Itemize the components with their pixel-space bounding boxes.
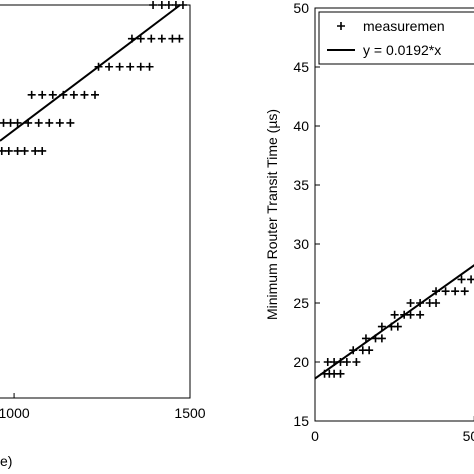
measurement-point bbox=[34, 118, 43, 127]
y-tick-label: 40 bbox=[293, 118, 309, 134]
measurement-point bbox=[38, 90, 47, 99]
measurement-point bbox=[416, 310, 425, 319]
measurement-point bbox=[164, 1, 173, 9]
x-tick-label: 1000 bbox=[0, 405, 30, 421]
measurement-point bbox=[6, 118, 15, 127]
measurement-point bbox=[157, 34, 166, 43]
fit-line bbox=[0, 4, 181, 142]
x-tick-label: 1500 bbox=[174, 405, 205, 421]
legend-symbol bbox=[337, 22, 345, 30]
fit-line bbox=[314, 264, 474, 380]
measurement-point bbox=[48, 90, 57, 99]
measurement-point bbox=[168, 34, 177, 43]
measurement-point bbox=[66, 118, 75, 127]
measurement-point bbox=[147, 34, 156, 43]
y-axis-label: Minimum Router Transit Time (µs) bbox=[264, 109, 280, 320]
measurement-point bbox=[105, 62, 114, 71]
measurement-point bbox=[365, 346, 374, 355]
measurement-point bbox=[157, 1, 166, 9]
axis-frame bbox=[314, 7, 474, 422]
y-tick-label: 50 bbox=[293, 0, 309, 16]
measurement-point bbox=[342, 358, 351, 366]
measurement-point bbox=[0, 146, 6, 155]
measurement-point bbox=[377, 334, 386, 343]
measurement-point bbox=[136, 34, 145, 43]
y-tick-label: 45 bbox=[293, 59, 309, 75]
measurement-point bbox=[20, 146, 29, 155]
measurement-point bbox=[13, 118, 22, 127]
legend-box bbox=[318, 11, 474, 65]
measurement-point bbox=[80, 90, 89, 99]
measurement-point bbox=[457, 275, 466, 284]
measurement-point bbox=[45, 118, 54, 127]
measurement-point bbox=[13, 146, 22, 155]
measurement-point bbox=[31, 146, 40, 155]
measurement-point bbox=[451, 287, 460, 296]
measurement-point bbox=[393, 322, 402, 331]
measurement-point bbox=[145, 62, 154, 71]
measurement-point bbox=[406, 299, 415, 307]
x-axis-label: e) bbox=[0, 453, 12, 469]
measurement-point bbox=[441, 287, 450, 296]
legend-label: y = 0.0192*x bbox=[363, 42, 441, 58]
measurement-point bbox=[136, 62, 145, 71]
measurement-point bbox=[126, 62, 135, 71]
axis-frame bbox=[0, 4, 191, 399]
measurement-point bbox=[406, 310, 415, 319]
measurement-point bbox=[149, 1, 158, 9]
y-tick-label: 20 bbox=[293, 354, 309, 370]
measurement-point bbox=[27, 90, 36, 99]
measurement-point bbox=[467, 275, 474, 284]
measurement-point bbox=[69, 90, 78, 99]
y-tick-label: 15 bbox=[293, 413, 309, 429]
measurement-point bbox=[91, 90, 99, 99]
measurement-point bbox=[432, 299, 441, 307]
measurement-point bbox=[460, 287, 469, 296]
measurement-point bbox=[4, 146, 13, 155]
measurement-point bbox=[55, 118, 64, 127]
y-tick-label: 30 bbox=[293, 236, 309, 252]
measurement-point bbox=[377, 322, 386, 331]
measurement-point bbox=[352, 358, 361, 366]
y-tick-label: 35 bbox=[293, 177, 309, 193]
measurement-point bbox=[175, 34, 184, 43]
y-tick-label: 25 bbox=[293, 295, 309, 311]
measurement-point bbox=[0, 118, 8, 127]
measurement-point bbox=[178, 1, 187, 9]
measurement-point bbox=[336, 369, 345, 378]
x-tick-label: 0 bbox=[311, 428, 319, 444]
x-tick-label: 500 bbox=[463, 428, 474, 444]
measurement-point bbox=[115, 62, 124, 71]
legend-label: measuremen bbox=[363, 18, 445, 34]
measurement-point bbox=[38, 146, 47, 155]
measurement-point bbox=[390, 310, 399, 319]
